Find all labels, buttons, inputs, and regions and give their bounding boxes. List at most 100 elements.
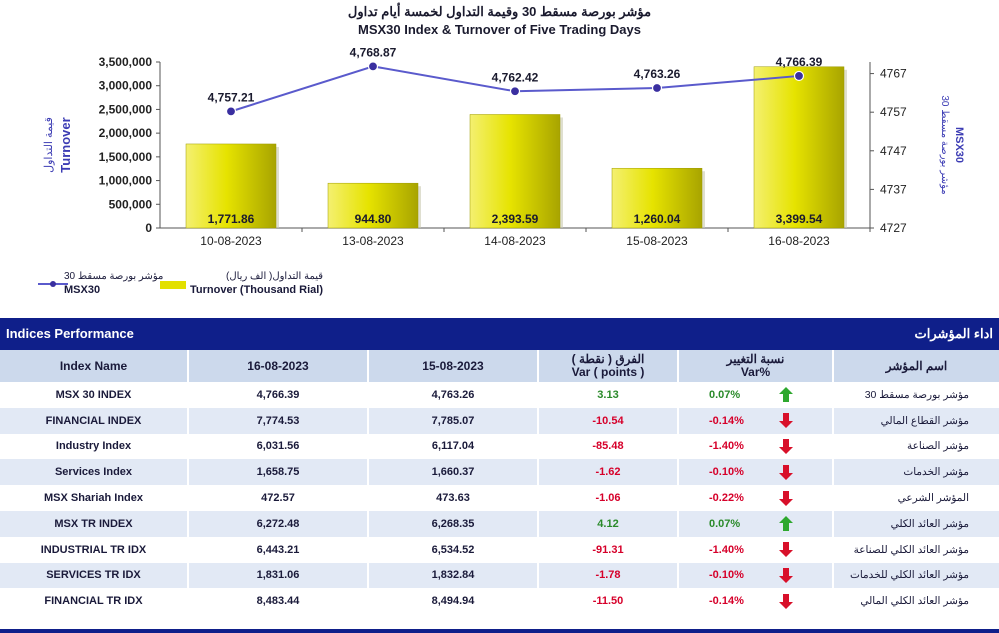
line-data-label: 4,763.26: [634, 67, 681, 81]
header-var-pct-arabic: نسبة التغيير: [726, 352, 785, 366]
line-data-label: 4,762.42: [492, 70, 539, 84]
line-point: [509, 86, 521, 97]
cell-var-points: -11.50: [538, 588, 679, 615]
header-var-points-label: Var ( points ): [571, 365, 645, 379]
table-row: FINANCIAL TR IDX 8,483.44 8,494.94 -11.50 -0…: [0, 588, 999, 615]
cell-var-pct-value: -0.22%: [709, 491, 744, 504]
cell-date-2: 6,268.35: [368, 510, 539, 537]
cell-date-1: 6,443.21: [188, 536, 369, 563]
cell-index-name-arabic: مؤشر القطاع المالي: [833, 407, 999, 434]
cell-date-1: 1,831.06: [188, 562, 369, 589]
line-point: [793, 70, 805, 82]
legend-msx30-arabic: مؤشر بورصة مسقط 30: [64, 271, 164, 282]
cell-index-name: FINANCIAL TR IDX: [0, 588, 189, 615]
bar-data-label: 1,260.04: [634, 212, 681, 226]
cell-date-2: 1,832.84: [368, 562, 539, 589]
x-tick-label: 15-08-2023: [626, 234, 688, 248]
cell-var-pct: -0.22%: [678, 485, 834, 511]
right-tick-label: 4727: [880, 221, 907, 235]
down-arrow-icon: [779, 438, 793, 454]
cell-date-1: 7,774.53: [188, 407, 369, 434]
cell-var-points: -1.06: [538, 485, 679, 511]
cell-var-pct-value: -0.10%: [709, 466, 744, 479]
legend-turnover-label: Turnover (Thousand Rial): [190, 284, 324, 296]
cell-var-pct: -0.10%: [678, 562, 834, 589]
table-row: Services Index 1,658.75 1,660.37 -1.62 -0.10…: [0, 459, 999, 486]
legend-msx30-label: MSX30: [64, 284, 101, 296]
right-axis-title-arabic: مؤشر بورصة مسقط 30: [939, 95, 950, 194]
section-header: Indices Performance اداء المؤشرات: [0, 318, 999, 350]
left-tick-label: 1,000,000: [99, 174, 153, 188]
chart-area: مؤشر بورصة مسقط 30 وقيمة التداول لخمسة أ…: [38, 4, 965, 296]
bar-data-label: 944.80: [355, 212, 392, 226]
x-tick-label: 13-08-2023: [342, 234, 404, 248]
x-tick-label: 10-08-2023: [200, 234, 262, 248]
bar: [469, 114, 561, 229]
bottom-border: [0, 629, 999, 633]
cell-index-name-arabic: مؤشر الخدمات: [833, 459, 999, 486]
header-date-1: 16-08-2023: [188, 350, 369, 382]
legend-bar-swatch: [160, 281, 186, 289]
table-row: Industry Index 6,031.56 6,117.04 -85.48 -1.4…: [0, 433, 999, 460]
bar-data-label: 1,771.86: [208, 212, 255, 226]
table-row: SERVICES TR IDX 1,831.06 1,832.84 -1.78 -0.1…: [0, 562, 999, 589]
cell-index-name-arabic: مؤشر الصناعة: [833, 433, 999, 460]
cell-index-name-arabic: مؤشر العائد الكلي المالي: [833, 588, 999, 615]
cell-var-pct-value: -0.10%: [709, 569, 744, 582]
chart-svg: 0 500,000 1,000,000 1,500,000 2,000,000 2,500…: [43, 45, 965, 248]
cell-var-points: -85.48: [538, 433, 679, 460]
cell-var-pct: -0.14%: [678, 588, 834, 615]
down-arrow-icon: [779, 413, 793, 429]
cell-date-2: 6,534.52: [368, 536, 539, 563]
cell-date-1: 472.57: [188, 485, 369, 511]
down-arrow-icon: [779, 490, 793, 506]
left-tick-label: 500,000: [109, 197, 153, 211]
cell-var-pct-value: 0.07%: [709, 388, 741, 401]
cell-index-name: FINANCIAL INDEX: [0, 407, 189, 434]
cell-var-points: -1.62: [538, 459, 679, 486]
cell-var-points: -10.54: [538, 407, 679, 434]
cell-var-pct: -0.10%: [678, 459, 834, 486]
line-point: [651, 82, 663, 94]
header-index-name: Index Name: [0, 350, 189, 382]
cell-index-name: INDUSTRIAL TR IDX: [0, 536, 189, 563]
cell-index-name-arabic: مؤشر بورصة مسقط 30: [833, 382, 999, 408]
table-row: MSX 30 INDEX 4,766.39 4,763.26 3.13 0.07% مؤش…: [0, 382, 999, 408]
header-index-name-arabic: اسم المؤشر: [833, 350, 999, 382]
table-row: MSX TR INDEX 6,272.48 6,268.35 4.12 0.07% مؤش…: [0, 510, 999, 537]
legend-msx30: مؤشر بورصة مسقط 30 MSX30: [38, 271, 163, 296]
left-axis-title: Turnover: [58, 117, 73, 172]
down-arrow-icon: [779, 567, 793, 583]
line-data-label: 4,766.39: [776, 55, 823, 69]
header-var-points: الفرق ( نقطة ) Var ( points ): [538, 350, 679, 382]
table-row: MSX Shariah Index 472.57 473.63 -1.06 -0.22%…: [0, 485, 999, 511]
cell-var-pct: 0.07%: [678, 510, 834, 537]
left-tick-label: 0: [145, 221, 152, 235]
cell-var-pct: -0.14%: [678, 407, 834, 434]
cell-var-points: -91.31: [538, 536, 679, 563]
cell-index-name-arabic: المؤشر الشرعي: [833, 485, 999, 511]
cell-date-2: 4,763.26: [368, 382, 539, 408]
cell-var-pct: -1.40%: [678, 433, 834, 460]
right-axis-title: MSX30: [953, 127, 965, 163]
header-var-pct-label: Var%: [740, 365, 771, 379]
cell-var-pct-value: -0.14%: [709, 595, 744, 608]
header-var-pct: نسبة التغيير Var%: [678, 350, 834, 382]
cell-index-name: MSX Shariah Index: [0, 485, 189, 511]
down-arrow-icon: [779, 593, 793, 609]
cell-var-pct: -1.40%: [678, 536, 834, 563]
table-header-row: Index Name 16-08-2023 15-08-2023 الفرق (…: [0, 350, 999, 382]
chart-title: MSX30 Index & Turnover of Five Trading D…: [358, 22, 641, 37]
down-arrow-icon: [779, 542, 793, 558]
bar: [327, 182, 419, 229]
cell-index-name: MSX TR INDEX: [0, 510, 189, 537]
cell-var-pct-value: -1.40%: [709, 440, 744, 453]
table-row: FINANCIAL INDEX 7,774.53 7,785.07 -10.54 -0.…: [0, 407, 999, 434]
bar-data-label: 3,399.54: [776, 212, 823, 226]
up-arrow-icon: [779, 516, 793, 532]
left-axis-title-arabic: قيمة التداول: [43, 117, 55, 173]
cell-date-2: 473.63: [368, 485, 539, 511]
header-var-points-arabic: الفرق ( نقطة ): [571, 352, 645, 366]
legend-turnover-arabic: قيمة التداول( الف ريال): [226, 271, 324, 282]
section-title: Indices Performance: [6, 326, 134, 341]
